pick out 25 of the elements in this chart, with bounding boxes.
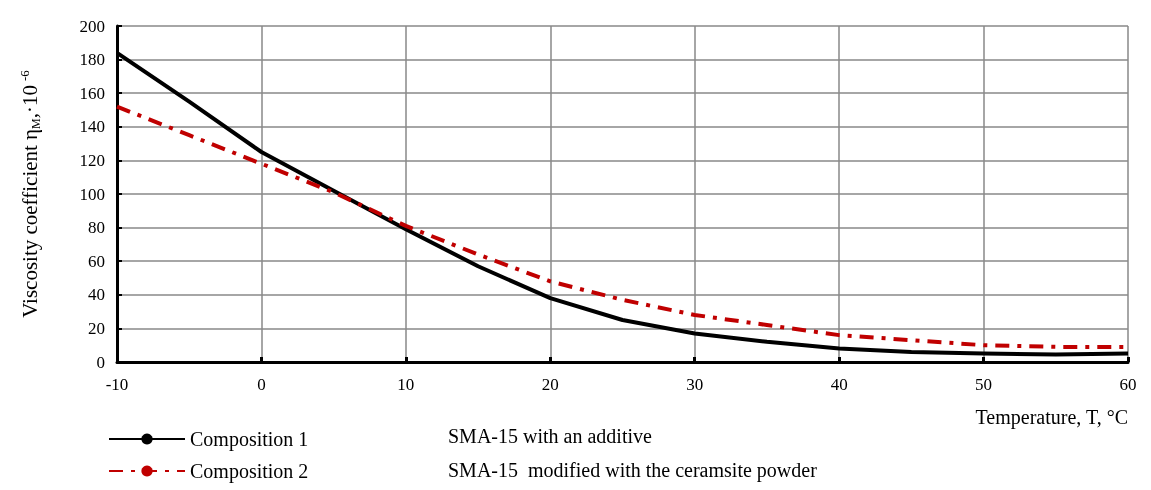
y-tick-label: 20 [88,318,105,338]
y-tick-label: 100 [79,184,105,204]
x-tick-label: 50 [975,375,993,394]
y-tick-label: 180 [79,50,105,70]
x-tick-label: 10 [397,375,415,394]
legend-label: Composition 1 [190,428,309,451]
text: SMA-15 modified with the ceramsite powder [448,459,818,482]
y-tick-label: 60 [88,251,105,271]
legend-label: Composition 2 [190,460,309,483]
y-axis-title: Viscosity coefficient ηM,·10-6 [17,69,43,318]
text: SMA-15 with an additive [448,425,652,447]
x-tick-label: 60 [1119,375,1137,394]
x-axis-title: Temperature, T, °C [975,406,1128,429]
y-tick-label: 0 [96,352,105,372]
y-tick-label: 80 [88,218,105,238]
x-tick-label: 0 [257,375,266,394]
x-tick-label: 20 [541,375,559,394]
y-tick-label: 200 [79,16,105,36]
y-tick-label: 40 [88,285,105,305]
x-tick-label: 30 [686,375,704,394]
x-tick-label: -10 [105,375,129,394]
y-tick-label: 120 [79,150,105,170]
y-tick-label: 160 [79,83,105,103]
x-tick-label: 40 [830,375,848,394]
y-tick-label: 140 [79,117,105,137]
